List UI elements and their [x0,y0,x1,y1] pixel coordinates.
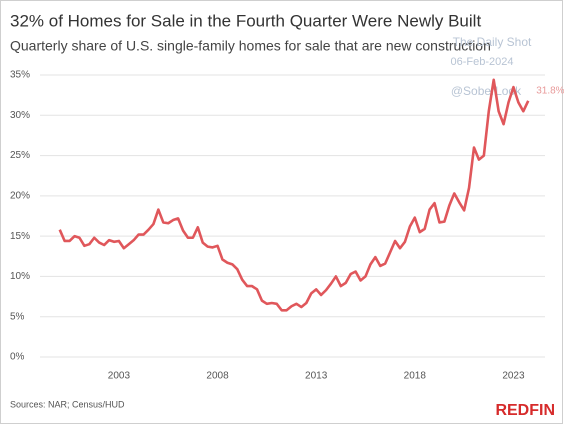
x-tick-label: 2013 [305,371,328,382]
y-tick-label: 20% [10,190,30,201]
watermark: @SoberLook [451,84,522,98]
watermark: 06-Feb-2024 [451,56,514,68]
watermark: The Daily Shot [453,35,532,49]
x-tick-label: 2008 [206,371,229,382]
brand-logo: REDFIN [495,402,555,419]
y-tick-label: 5% [10,311,25,322]
y-tick-label: 0% [10,352,25,363]
y-tick-label: 35% [10,70,30,81]
y-tick-label: 30% [10,110,30,121]
x-tick-label: 2023 [502,371,525,382]
value-label: 31.8% [536,85,564,96]
line [58,78,530,312]
chart-title: 32% of Homes for Sale in the Fourth Quar… [10,11,481,30]
y-tick-label: 25% [10,150,30,161]
x-tick-label: 2018 [404,371,427,382]
y-tick-label: 15% [10,231,30,242]
y-tick-label: 10% [10,271,30,282]
x-tick-label: 2003 [108,371,131,382]
source: Sources: NAR; Census/HUD [10,399,125,409]
chart-subtitle: Quarterly share of U.S. single-family ho… [10,38,491,54]
